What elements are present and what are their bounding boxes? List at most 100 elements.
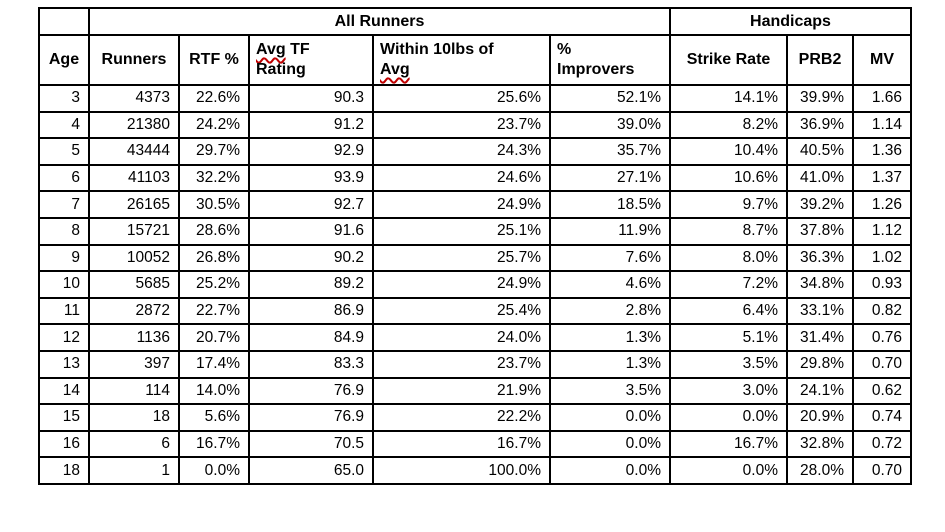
cell-rtf-pct: 22.7%: [178, 296, 250, 326]
cell-within-10lbs-of-avg: 25.1%: [372, 216, 551, 246]
cell-age: 18: [38, 456, 90, 485]
cell-strike-rate: 3.5%: [669, 349, 788, 379]
cell-avg-tf-rating: 86.9: [248, 296, 374, 326]
cell-runners: 397: [88, 349, 180, 379]
cell-prb2: 31.4%: [786, 323, 854, 352]
table-row-age-13: 13 397 17.4% 83.3 23.7% 1.3% 3.5% 29.8% 0.70: [38, 349, 912, 379]
cell-prb2: 41.0%: [786, 163, 854, 193]
cell-mv: 1.37: [852, 163, 912, 193]
cell-strike-rate: 0.0%: [669, 403, 788, 432]
cell-age: 13: [38, 349, 90, 379]
cell-within-10lbs-of-avg: 24.3%: [372, 137, 551, 166]
cell-age: 4: [38, 110, 90, 140]
cell-avg-tf-rating: 90.3: [248, 84, 374, 113]
cell-rtf-pct: 26.8%: [178, 243, 250, 273]
table-row-age-9: 9 10052 26.8% 90.2 25.7% 7.6% 8.0% 36.3% 1.02: [38, 243, 912, 273]
cell-age: 3: [38, 84, 90, 113]
group-header-handicaps: Handicaps: [669, 7, 912, 36]
cell-pct-improvers: 1.3%: [549, 323, 671, 352]
cell-rtf-pct: 14.0%: [178, 376, 250, 406]
cell-rtf-pct: 5.6%: [178, 403, 250, 432]
cell-pct-improvers: 0.0%: [549, 429, 671, 459]
table-row-age-10: 10 5685 25.2% 89.2 24.9% 4.6% 7.2% 34.8% 0.93: [38, 270, 912, 299]
cell-runners: 6: [88, 429, 180, 459]
table-body: 3 4373 22.6% 90.3 25.6% 52.1% 14.1% 39.9% 1.66 4 2…: [38, 84, 912, 485]
cell-within-10lbs-of-avg: 16.7%: [372, 429, 551, 459]
cell-pct-improvers: 0.0%: [549, 403, 671, 432]
table-row-age-6: 6 41103 32.2% 93.9 24.6% 27.1% 10.6% 41.0% 1.37: [38, 163, 912, 193]
cell-mv: 1.14: [852, 110, 912, 140]
cell-pct-improvers: 4.6%: [549, 270, 671, 299]
cell-pct-improvers: 7.6%: [549, 243, 671, 273]
corner-cell: [38, 7, 90, 36]
cell-mv: 0.82: [852, 296, 912, 326]
cell-prb2: 29.8%: [786, 349, 854, 379]
cell-within-10lbs-of-avg: 25.7%: [372, 243, 551, 273]
cell-runners: 10052: [88, 243, 180, 273]
cell-within-10lbs-of-avg: 21.9%: [372, 376, 551, 406]
table-row-age-14: 14 114 14.0% 76.9 21.9% 3.5% 3.0% 24.1% 0.62: [38, 376, 912, 406]
cell-rtf-pct: 28.6%: [178, 216, 250, 246]
cell-strike-rate: 5.1%: [669, 323, 788, 352]
col-header-age: Age: [38, 34, 90, 86]
cell-age: 8: [38, 216, 90, 246]
cell-strike-rate: 10.6%: [669, 163, 788, 193]
misspelled-word-avg: Avg: [380, 61, 410, 78]
cell-age: 9: [38, 243, 90, 273]
cell-age: 7: [38, 190, 90, 219]
cell-within-10lbs-of-avg: 23.7%: [372, 349, 551, 379]
cell-pct-improvers: 27.1%: [549, 163, 671, 193]
cell-avg-tf-rating: 89.2: [248, 270, 374, 299]
cell-prb2: 32.8%: [786, 429, 854, 459]
cell-rtf-pct: 22.6%: [178, 84, 250, 113]
cell-pct-improvers: 18.5%: [549, 190, 671, 219]
cell-prb2: 33.1%: [786, 296, 854, 326]
cell-runners: 5685: [88, 270, 180, 299]
col-header-strike-rate: Strike Rate: [669, 34, 788, 86]
cell-prb2: 39.9%: [786, 84, 854, 113]
cell-strike-rate: 9.7%: [669, 190, 788, 219]
cell-avg-tf-rating: 65.0: [248, 456, 374, 485]
col-header-mv: MV: [852, 34, 912, 86]
cell-runners: 41103: [88, 163, 180, 193]
cell-runners: 2872: [88, 296, 180, 326]
cell-avg-tf-rating: 93.9: [248, 163, 374, 193]
cell-mv: 0.74: [852, 403, 912, 432]
cell-within-10lbs-of-avg: 25.6%: [372, 84, 551, 113]
table-row-age-12: 12 1136 20.7% 84.9 24.0% 1.3% 5.1% 31.4% 0.76: [38, 323, 912, 352]
cell-pct-improvers: 39.0%: [549, 110, 671, 140]
cell-prb2: 20.9%: [786, 403, 854, 432]
cell-mv: 1.02: [852, 243, 912, 273]
cell-avg-tf-rating: 83.3: [248, 349, 374, 379]
cell-prb2: 37.8%: [786, 216, 854, 246]
col-header-runners: Runners: [88, 34, 180, 86]
cell-mv: 0.76: [852, 323, 912, 352]
col-header-rtf-pct: RTF %: [178, 34, 250, 86]
header-text: Within 10lbs of: [380, 41, 494, 58]
cell-within-10lbs-of-avg: 22.2%: [372, 403, 551, 432]
cell-mv: 0.72: [852, 429, 912, 459]
cell-avg-tf-rating: 76.9: [248, 403, 374, 432]
cell-runners: 4373: [88, 84, 180, 113]
cell-avg-tf-rating: 92.7: [248, 190, 374, 219]
col-header-avg-tf-rating: Avg TF Rating: [248, 34, 374, 86]
cell-strike-rate: 7.2%: [669, 270, 788, 299]
header-text: Rating: [256, 61, 306, 78]
cell-mv: 0.93: [852, 270, 912, 299]
cell-strike-rate: 14.1%: [669, 84, 788, 113]
cell-age: 10: [38, 270, 90, 299]
cell-age: 16: [38, 429, 90, 459]
cell-mv: 1.36: [852, 137, 912, 166]
cell-pct-improvers: 2.8%: [549, 296, 671, 326]
misspelled-word-avg: Avg: [256, 41, 286, 58]
col-header-prb2: PRB2: [786, 34, 854, 86]
cell-avg-tf-rating: 91.6: [248, 216, 374, 246]
table-row-age-15: 15 18 5.6% 76.9 22.2% 0.0% 0.0% 20.9% 0.74: [38, 403, 912, 432]
cell-runners: 1136: [88, 323, 180, 352]
cell-mv: 1.26: [852, 190, 912, 219]
runners-by-age-table: All Runners Handicaps Age Runners RTF % …: [38, 7, 912, 485]
table-row-age-18: 18 1 0.0% 65.0 100.0% 0.0% 0.0% 28.0% 0.70: [38, 456, 912, 485]
cell-within-10lbs-of-avg: 24.9%: [372, 270, 551, 299]
cell-within-10lbs-of-avg: 100.0%: [372, 456, 551, 485]
cell-prb2: 39.2%: [786, 190, 854, 219]
